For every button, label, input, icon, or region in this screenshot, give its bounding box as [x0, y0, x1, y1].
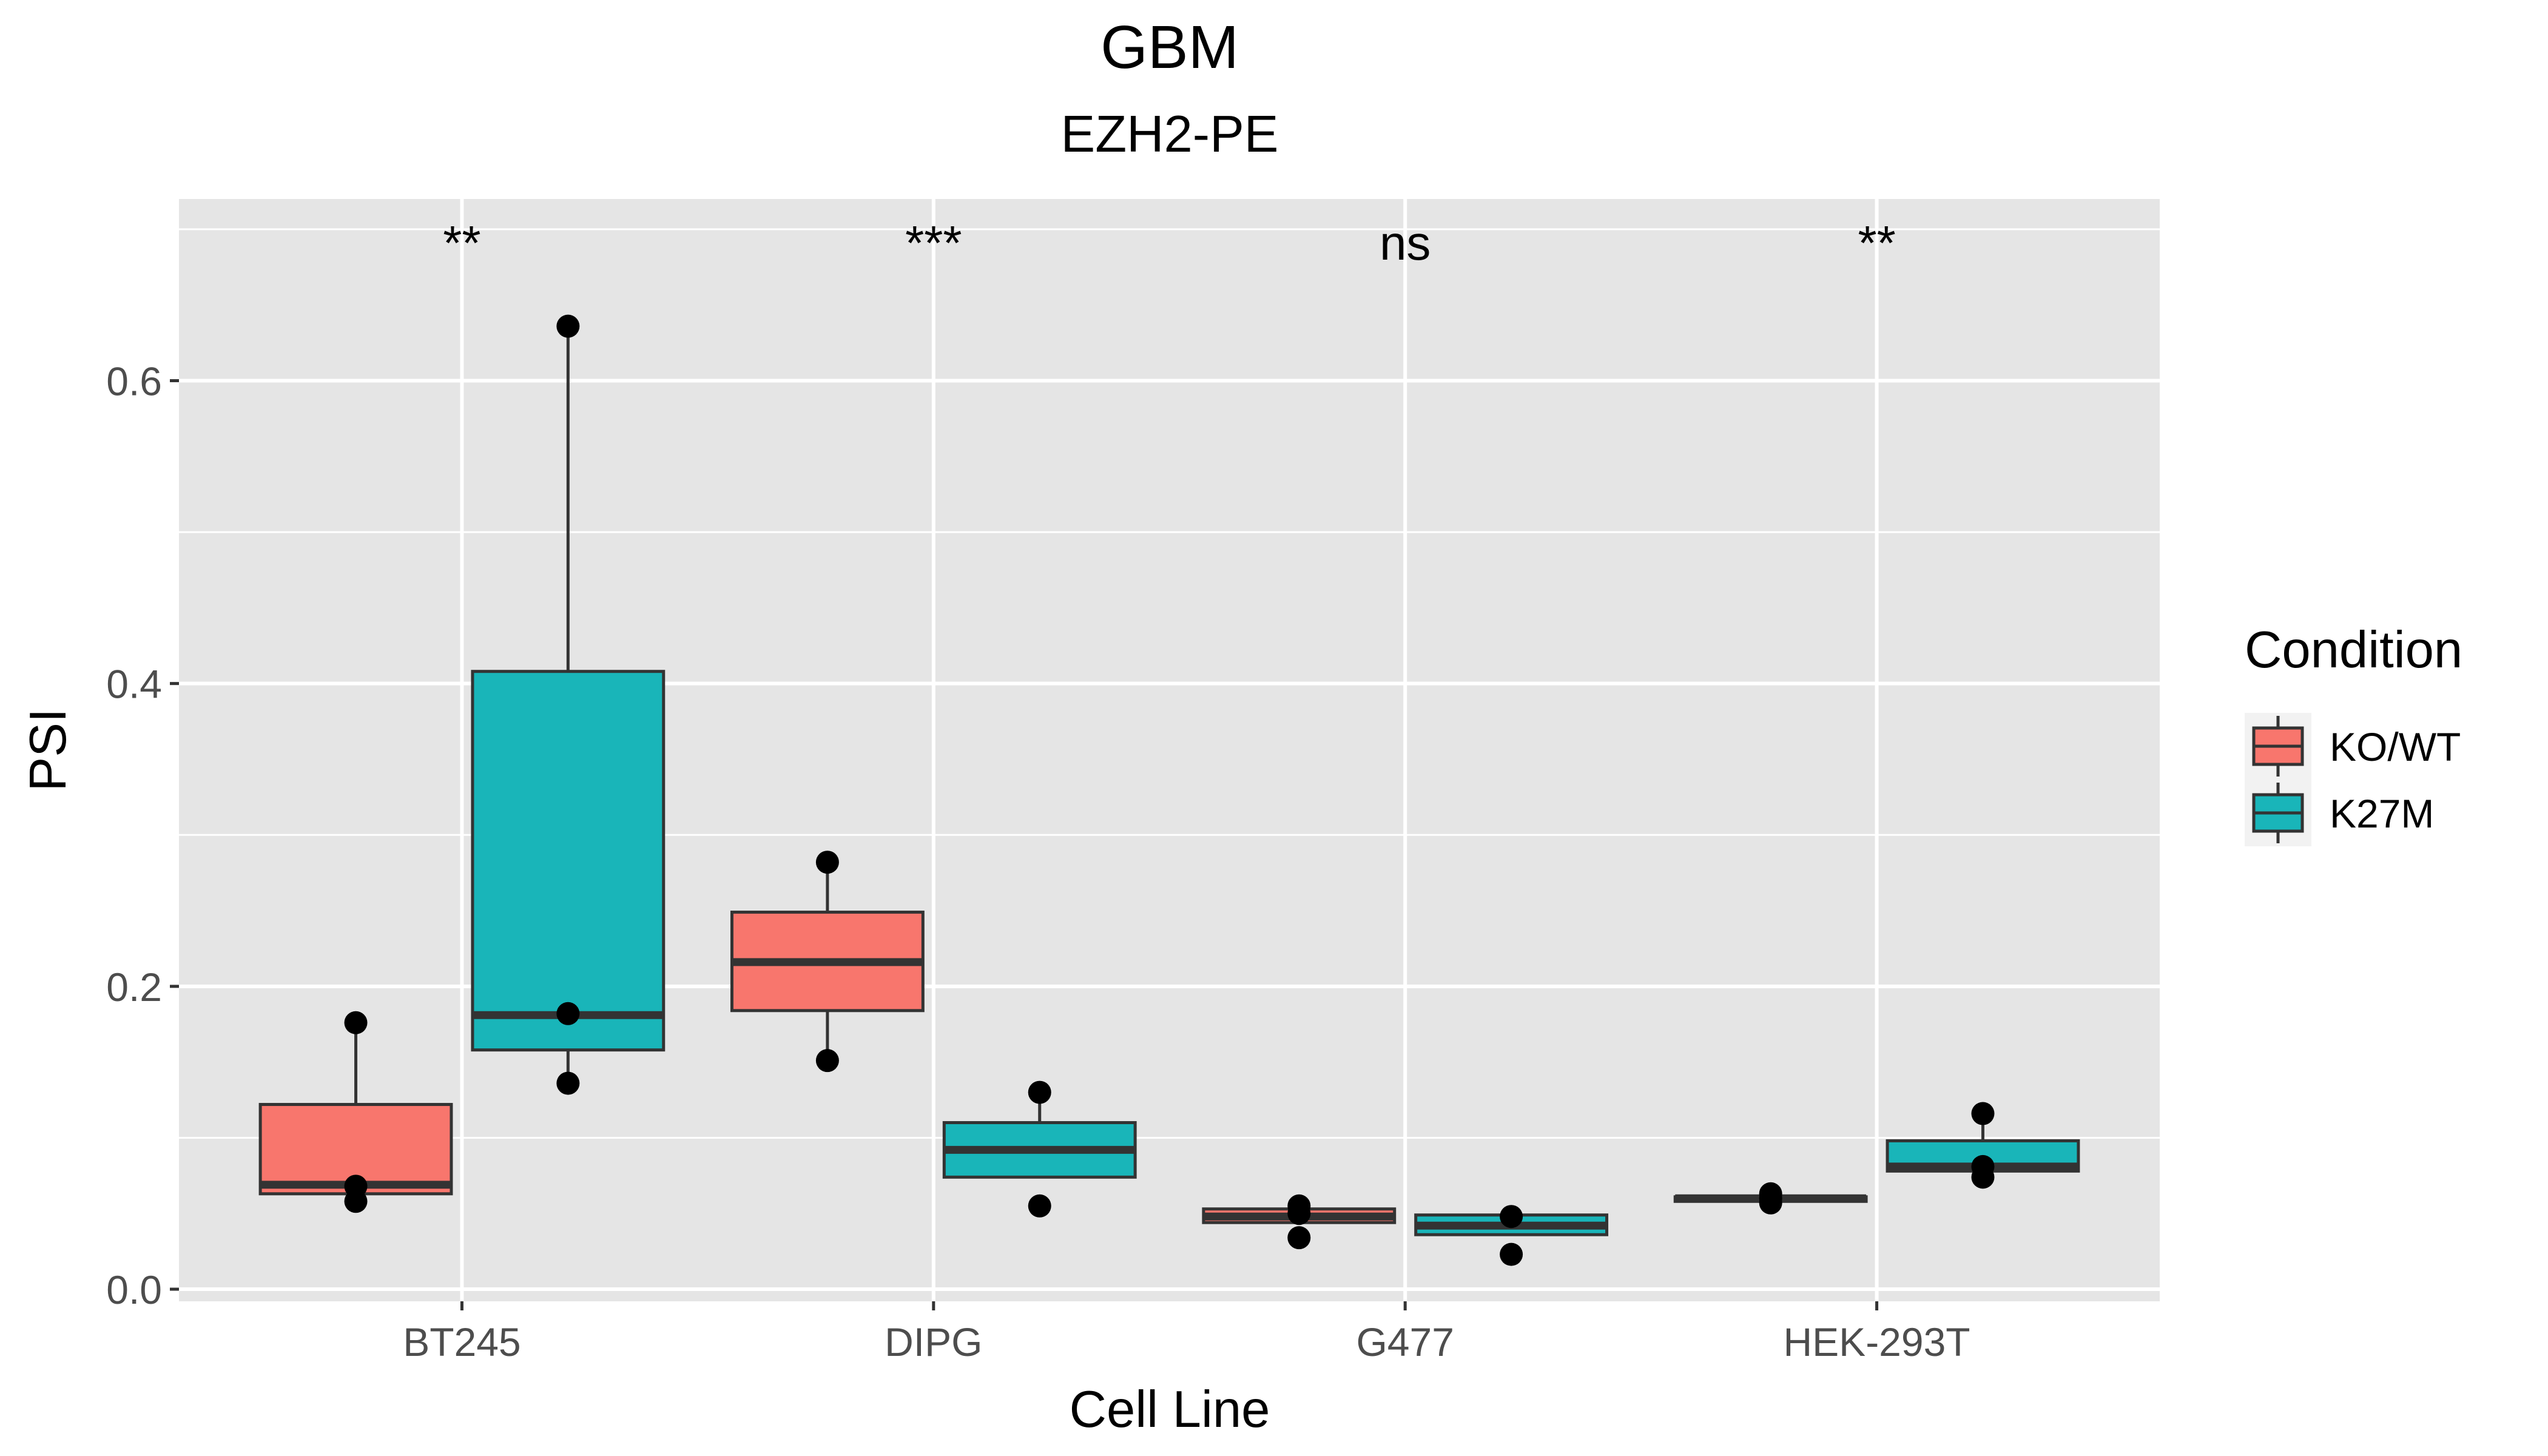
chart-subtitle: EZH2-PE	[1061, 106, 1279, 163]
x-tick-label: BT245	[403, 1320, 521, 1364]
y-tick-label: 0.6	[106, 359, 162, 404]
data-point	[815, 1049, 839, 1073]
significance-layer: ** *** ns **	[443, 216, 1895, 270]
data-point	[1971, 1154, 1995, 1178]
legend: Condition KO/WT K27M	[2245, 621, 2462, 846]
data-point	[1028, 1080, 1051, 1104]
significance-label: ns	[1380, 216, 1431, 270]
significance-label: **	[443, 216, 480, 270]
x-tick-label: HEK-293T	[1784, 1320, 1970, 1364]
chart-title: GBM	[1100, 13, 1239, 81]
x-axis-title: Cell Line	[1070, 1381, 1270, 1438]
data-point	[1287, 1226, 1311, 1250]
legend-label: KO/WT	[2330, 724, 2461, 769]
box-layer	[258, 314, 2080, 1266]
data-point	[1500, 1242, 1523, 1266]
significance-label: ***	[905, 216, 962, 270]
x-tick-label: G477	[1356, 1320, 1454, 1364]
box-group-g477-k27m	[1414, 1205, 1609, 1266]
data-point	[1500, 1205, 1523, 1228]
box-group-bt245-k27m	[471, 314, 666, 1095]
data-point	[1759, 1182, 1782, 1205]
box-group-hek-293t-ko-wt	[1673, 1182, 1868, 1215]
axis-layer: 0.0 0.2 0.4 0.6 BT245 DIPG G477 HEK-293T	[106, 359, 1970, 1364]
data-point	[556, 1071, 580, 1095]
data-point	[344, 1175, 368, 1198]
legend-label: K27M	[2330, 791, 2434, 836]
data-point	[556, 314, 580, 338]
y-axis-title: PSI	[19, 708, 77, 791]
x-tick-label: DIPG	[885, 1320, 982, 1364]
box-iqr	[471, 670, 666, 1052]
data-point	[815, 851, 839, 874]
data-point	[1028, 1194, 1051, 1218]
y-tick-label: 0.4	[106, 662, 162, 707]
data-point	[1287, 1194, 1311, 1218]
box-group-bt245-ko-wt	[258, 1011, 453, 1213]
data-point	[1971, 1102, 1995, 1125]
y-tick-label: 0.2	[106, 965, 162, 1009]
box-group-dipg-k27m	[942, 1080, 1137, 1218]
box-group-dipg-ko-wt	[730, 851, 925, 1073]
significance-label: **	[1858, 216, 1895, 270]
data-point	[556, 1002, 580, 1025]
legend-item-ko-wt: KO/WT	[2245, 713, 2461, 780]
legend-title: Condition	[2245, 621, 2462, 679]
box-group-hek-293t-k27m	[1886, 1102, 2080, 1189]
legend-item-k27m: K27M	[2245, 780, 2434, 846]
box-group-g477-ko-wt	[1202, 1194, 1397, 1250]
data-point	[344, 1011, 368, 1034]
y-tick-label: 0.0	[106, 1267, 162, 1312]
